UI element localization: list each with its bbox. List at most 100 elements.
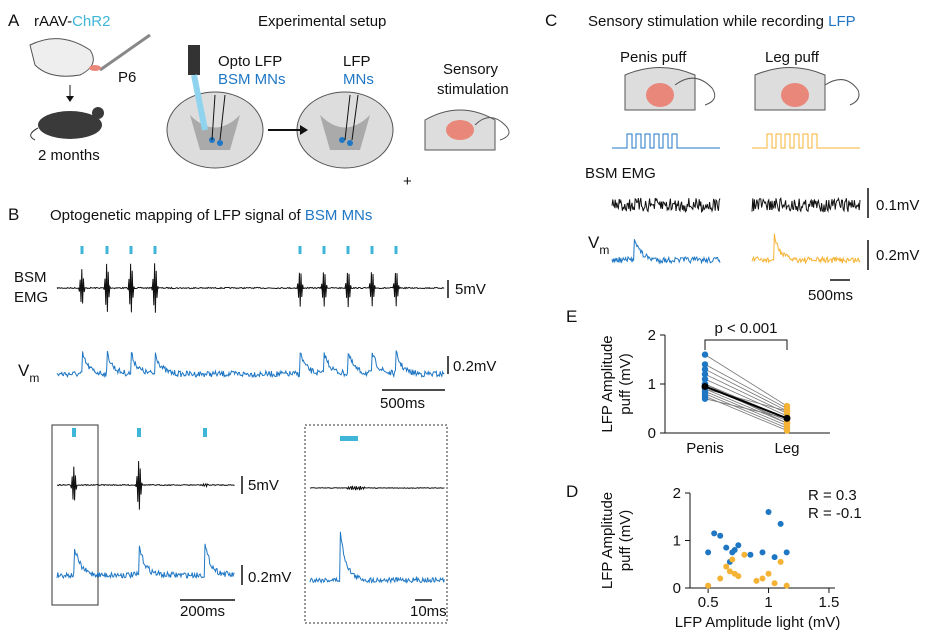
setup-title: Experimental setup	[258, 13, 386, 30]
stim-marker	[72, 428, 76, 437]
y-axis-label: LFP Amplitude	[599, 492, 616, 589]
point	[771, 554, 778, 561]
point	[717, 575, 724, 582]
condition: Penis puff	[620, 49, 687, 66]
title-highlight: BSM MNs	[305, 207, 373, 224]
x-axis-label: LFP Amplitude light (mV)	[675, 614, 841, 631]
point	[765, 509, 772, 515]
mean-point	[701, 382, 709, 390]
trace	[56, 350, 445, 379]
scale-label: 5mV	[455, 281, 486, 298]
vm-label: Vm	[588, 233, 609, 257]
stim-pattern	[612, 133, 720, 149]
trace	[751, 233, 861, 265]
point	[729, 556, 736, 563]
mean-line	[704, 385, 788, 420]
mean-point	[783, 414, 791, 422]
point	[731, 547, 738, 553]
emg-label: BSM EMG	[585, 165, 656, 182]
opto-label: Opto LFP	[218, 53, 282, 70]
pair-line	[704, 368, 788, 412]
scale-label: 200ms	[180, 603, 225, 620]
point	[777, 520, 784, 527]
point	[783, 407, 791, 415]
point	[783, 549, 790, 556]
y-tick-label: 1	[673, 533, 681, 550]
trace	[56, 543, 235, 579]
stim-marker	[105, 246, 109, 254]
x-tick-label: 0.5	[698, 594, 719, 611]
vector-name: ChR2	[72, 13, 110, 30]
point	[759, 549, 766, 556]
y-tick-label: 0	[648, 425, 656, 442]
trace	[56, 460, 235, 510]
scale-label: 500ms	[380, 395, 425, 412]
x-tick-label: 1.5	[819, 594, 840, 611]
point	[741, 551, 748, 558]
trace	[611, 239, 721, 265]
bracket	[704, 339, 788, 350]
illustrations	[29, 33, 860, 624]
annotation: p < 0.001	[715, 320, 778, 337]
stim-marker	[203, 428, 207, 437]
stim-marker	[137, 428, 141, 437]
y-tick-label: 1	[648, 376, 656, 393]
vm-main: V	[18, 361, 30, 380]
point	[717, 532, 724, 539]
opto-target: BSM MNs	[218, 71, 286, 88]
point	[701, 375, 709, 383]
vector-prefix: rAAV-	[34, 13, 72, 30]
panel-label: A	[8, 11, 20, 30]
vm-main: V	[588, 233, 600, 252]
trace	[751, 196, 861, 213]
trace	[611, 197, 721, 214]
vm-sub: m	[29, 371, 39, 385]
stim-marker	[394, 246, 398, 254]
title-text: Optogenetic mapping of LFP signal of	[50, 207, 305, 224]
panel-title: Optogenetic mapping of LFP signal of BSM…	[50, 207, 372, 224]
vm-sub: m	[599, 243, 609, 257]
sensory-label: Sensory	[443, 61, 499, 78]
stim-marker	[298, 246, 302, 254]
panel-label: E	[566, 307, 577, 326]
stim-marker	[153, 246, 157, 254]
point	[701, 395, 709, 402]
lfp-label: LFP	[343, 53, 371, 70]
trace	[56, 263, 445, 313]
scale-label: 0.2mV	[248, 569, 291, 586]
emg-label: BSM	[14, 269, 47, 286]
panel-label: C	[545, 11, 557, 30]
vm-label: Vm	[18, 361, 39, 385]
point	[747, 551, 754, 558]
pair-line	[704, 398, 788, 419]
point	[705, 549, 712, 556]
scale-label: 0.2mV	[876, 247, 919, 264]
point	[783, 420, 791, 427]
point	[726, 568, 733, 575]
sensory-label: stimulation	[437, 81, 509, 98]
point	[753, 577, 760, 584]
x-tick-label: Leg	[774, 440, 799, 457]
point	[735, 573, 742, 580]
stim-marker	[370, 246, 374, 254]
panel-label: B	[8, 205, 19, 224]
trace	[309, 531, 445, 585]
pair-line	[704, 364, 788, 409]
point	[723, 544, 730, 551]
y-tick-label: 2	[648, 327, 656, 344]
pair-line	[704, 393, 788, 429]
lfp-target: MNs	[343, 71, 374, 88]
y-axis-label: puff (mV)	[617, 353, 634, 414]
point	[783, 427, 791, 434]
stim-marker	[346, 246, 350, 254]
stim-pattern	[752, 133, 860, 149]
point	[771, 580, 778, 587]
x-tick-label: 1	[764, 594, 772, 611]
y-axis-label: LFP Amplitude	[599, 335, 616, 432]
scale-bars	[180, 188, 869, 601]
pair-line	[704, 354, 788, 407]
y-tick-label: 2	[673, 485, 681, 502]
panel-title: Sensory stimulation while recording LFP	[588, 13, 856, 30]
scale-label: 0.2mV	[453, 358, 496, 375]
